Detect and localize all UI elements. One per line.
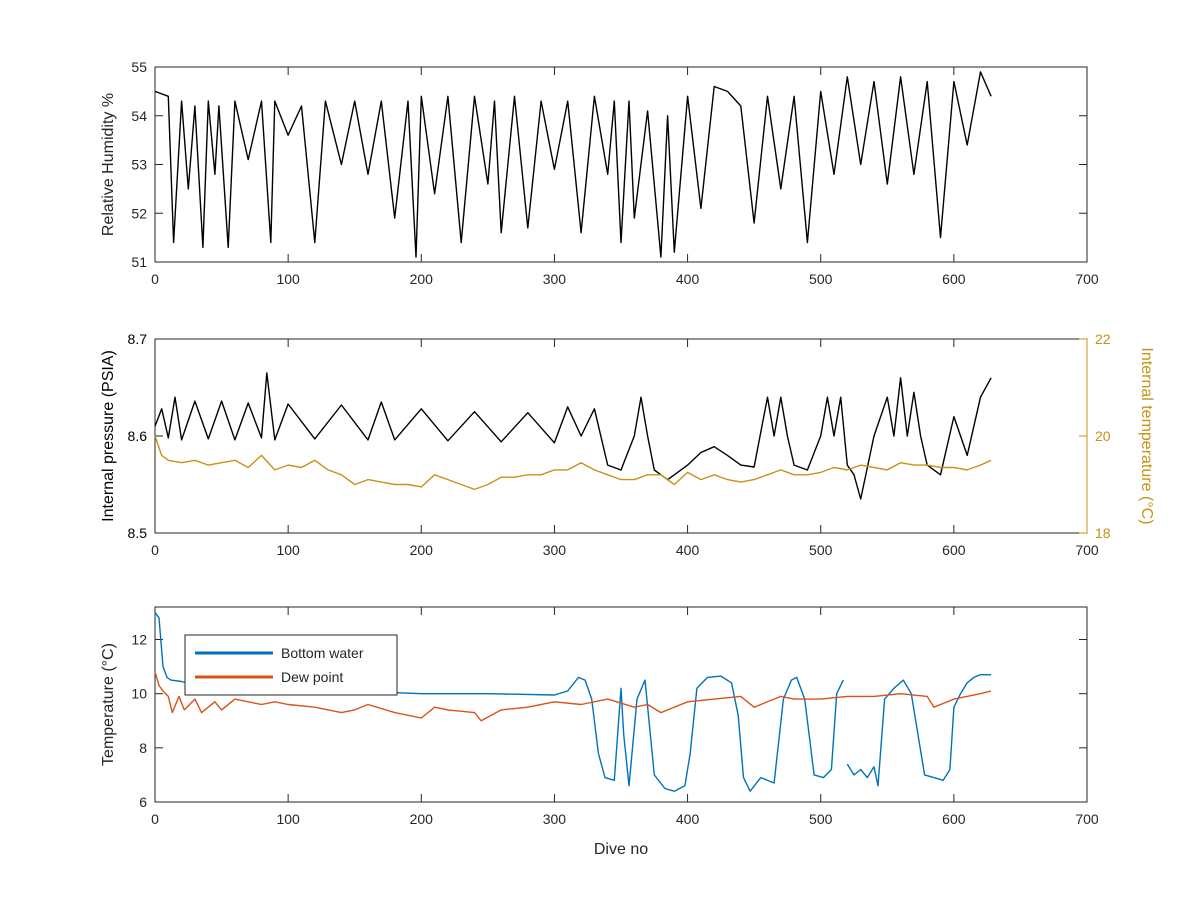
x-tick-label: 300 <box>543 542 567 558</box>
y-tick-label-right: 22 <box>1095 331 1111 347</box>
x-tick-label: 700 <box>1075 271 1099 287</box>
y-tick-label: 8 <box>139 740 147 756</box>
series-line-2 <box>154 435 992 491</box>
y-tick-label: 10 <box>131 686 147 702</box>
legend-label: Dew point <box>281 669 343 685</box>
legend: Bottom water Dew point <box>184 634 398 696</box>
legend-label: Bottom water <box>281 645 364 661</box>
x-tick-label: 500 <box>809 542 833 558</box>
x-tick-label: 500 <box>809 811 833 827</box>
series-line-1 <box>154 71 992 258</box>
y-tick-label: 51 <box>131 254 147 270</box>
y-tick-label: 54 <box>131 108 147 124</box>
y-tick-label: 55 <box>131 59 147 75</box>
y-tick-label: 8.7 <box>128 331 148 347</box>
x-tick-label: 600 <box>942 811 966 827</box>
y-axis-label: Temperature (°C) <box>100 643 117 766</box>
x-tick-label: 200 <box>410 542 434 558</box>
x-tick-label: 400 <box>676 811 700 827</box>
x-tick-label: 700 <box>1075 542 1099 558</box>
x-tick-label: 500 <box>809 271 833 287</box>
chart-panel-2: 0 100 200 300 400 500 600 700 8.5 8.6 8.7 18 20 22 Int… <box>100 331 1155 558</box>
x-tick-label: 600 <box>942 271 966 287</box>
legend-box <box>184 634 398 696</box>
y-axis-label: Relative Humidity % <box>100 93 117 236</box>
y-tick-label: 12 <box>131 632 147 648</box>
y-tick-label: 53 <box>131 157 147 173</box>
series-line-dew-point <box>154 671 992 722</box>
y-axis-label: Internal pressure (PSIA) <box>100 350 117 522</box>
x-tick-label: 0 <box>151 811 159 827</box>
y-axis-label-right: Internal temperature (°C) <box>1138 347 1155 524</box>
y-tick-label: 8.6 <box>128 428 148 444</box>
x-tick-label: 600 <box>942 542 966 558</box>
chart-panel-1: 0 100 200 300 400 500 600 700 51 52 53 54 55 Relative… <box>100 59 1099 287</box>
plot-area <box>154 338 1088 534</box>
x-tick-label: 100 <box>276 811 300 827</box>
y-tick-label-right: 20 <box>1095 428 1111 444</box>
x-tick-label: 100 <box>276 542 300 558</box>
x-axis-label: Dive no <box>594 841 648 858</box>
x-tick-label: 100 <box>276 271 300 287</box>
x-tick-label: 200 <box>410 271 434 287</box>
x-tick-label: 400 <box>676 271 700 287</box>
x-tick-label: 0 <box>151 271 159 287</box>
y-tick-label: 8.5 <box>128 525 148 541</box>
y-tick-label: 6 <box>139 794 147 810</box>
x-tick-label: 300 <box>543 271 567 287</box>
x-tick-label: 300 <box>543 811 567 827</box>
x-tick-label: 700 <box>1075 811 1099 827</box>
x-tick-label: 0 <box>151 542 159 558</box>
x-tick-label: 400 <box>676 542 700 558</box>
series-line-bottom-water-segment-2 <box>846 674 992 787</box>
y-tick-label-right: 18 <box>1095 525 1111 541</box>
y-tick-label: 52 <box>131 205 147 221</box>
chart-panel-3: 0 100 200 300 400 500 600 700 6 8 10 12 Temperature … <box>100 606 1099 858</box>
x-tick-label: 200 <box>410 811 434 827</box>
